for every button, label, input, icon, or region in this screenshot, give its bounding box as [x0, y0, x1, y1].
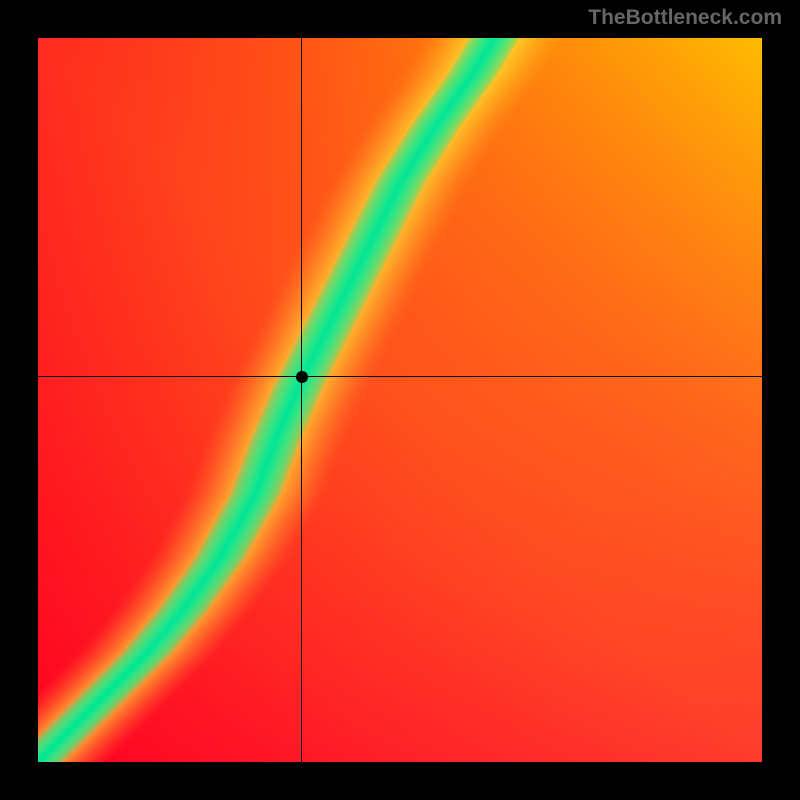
watermark-text: TheBottleneck.com [588, 6, 782, 30]
heatmap-plot [38, 38, 762, 762]
heatmap-canvas [38, 38, 762, 762]
